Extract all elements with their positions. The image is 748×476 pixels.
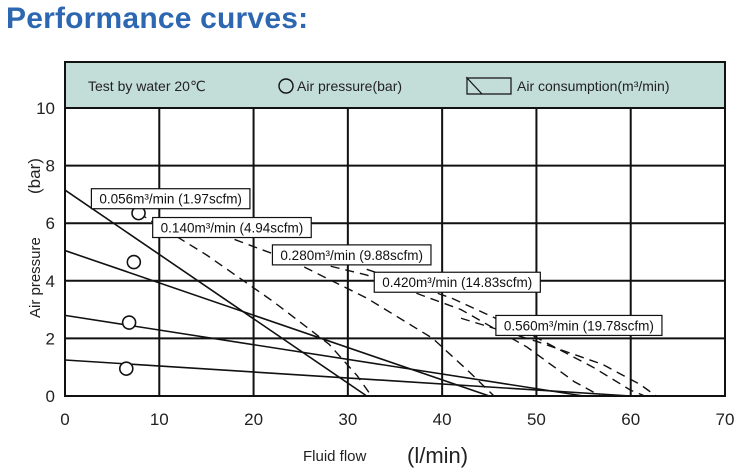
x-axis-label-main: Fluid flow	[303, 448, 367, 465]
pressure-curves	[64, 189, 631, 397]
legend-consumption-label: Air consumption(m³/min)	[517, 78, 669, 94]
y-tick-label: 0	[46, 387, 55, 406]
legend-consumption-icon	[465, 76, 512, 95]
x-tick-label: 30	[338, 410, 357, 429]
plot-frame	[64, 107, 726, 397]
x-tick-label: 20	[244, 410, 263, 429]
y-axis-label-main: Air pressure	[27, 237, 44, 318]
x-tick-label: 50	[527, 410, 546, 429]
consumption-curve	[138, 212, 373, 397]
x-tick-label: 70	[716, 410, 735, 429]
pressure-marker	[121, 315, 137, 330]
legend-circle-icon	[278, 78, 294, 94]
x-tick-label: 40	[433, 410, 452, 429]
consumption-curve	[366, 268, 646, 397]
plot-border	[64, 107, 726, 397]
legend-band	[64, 61, 726, 109]
pressure-curve	[64, 249, 490, 397]
consumption-label: 0.280m³/min (9.88scfm)	[271, 244, 432, 266]
consumption-label-text: 0.140m³/min (4.94scfm)	[161, 221, 304, 236]
y-tick-labels: 0 2 4 6 8 10	[36, 99, 55, 406]
consumption-label-text: 0.056m³/min (1.97scfm)	[99, 192, 242, 207]
x-tick-label: 10	[150, 410, 169, 429]
consumption-curves	[138, 212, 657, 397]
page-title: Performance curves:	[6, 2, 309, 35]
consumption-label-text: 0.280m³/min (9.88scfm)	[280, 248, 423, 263]
consumption-label-box	[495, 314, 663, 337]
y-axis-label-unit: (bar)	[25, 158, 44, 194]
x-tick-label: 60	[621, 410, 640, 429]
y-tick-label: 6	[46, 214, 55, 233]
pressure-markers	[118, 205, 146, 376]
legend-test-note: Test by water 20℃	[88, 78, 206, 94]
x-tick-label: 0	[60, 410, 69, 429]
consumption-labels: 0.056m³/min (1.97scfm) 0.140m³/min (4.94s…	[90, 188, 663, 337]
y-tick-label: 8	[46, 157, 55, 176]
consumption-label-box	[152, 216, 312, 239]
consumption-label: 0.056m³/min (1.97scfm)	[90, 188, 251, 210]
x-tick-labels: 0 10 20 30 40 50 60 70	[60, 410, 734, 429]
x-axis-label-unit: (l/min)	[407, 443, 468, 468]
consumption-label-box	[271, 244, 432, 266]
consumption-label: 0.560m³/min (19.78scfm)	[495, 314, 663, 337]
consumption-label-text: 0.560m³/min (19.78scfm)	[504, 318, 654, 333]
pressure-marker	[126, 254, 142, 270]
y-tick-label: 2	[46, 329, 55, 348]
consumption-label-box	[90, 188, 251, 210]
consumption-label-box	[373, 271, 541, 293]
legend-pressure-label: Air pressure(bar)	[297, 78, 402, 94]
pressure-curve	[64, 359, 631, 397]
pressure-marker	[118, 361, 134, 376]
pressure-curve	[64, 314, 584, 397]
consumption-curve	[272, 251, 601, 397]
y-tick-label: 10	[36, 99, 55, 118]
y-tick-label: 4	[46, 272, 55, 291]
consumption-label: 0.420m³/min (14.83scfm)	[373, 271, 541, 293]
consumption-label: 0.140m³/min (4.94scfm)	[152, 216, 312, 239]
pressure-curve	[64, 189, 368, 397]
consumption-label-text: 0.420m³/min (14.83scfm)	[382, 275, 532, 290]
